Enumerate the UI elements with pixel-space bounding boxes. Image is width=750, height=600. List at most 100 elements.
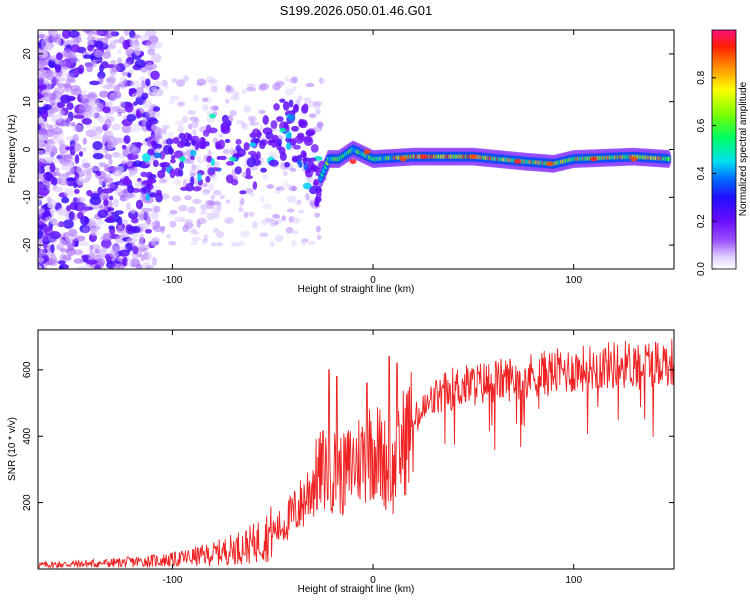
spectrogram-cell — [69, 166, 75, 175]
spectrogram-cell — [38, 196, 42, 203]
spectrogram-cell — [80, 97, 91, 106]
spectrogram-cell — [183, 75, 189, 82]
spectrogram-cell — [122, 39, 130, 50]
spectrogram-cell — [122, 61, 132, 68]
spectrogram-cell — [115, 235, 127, 244]
spectrogram-cell — [108, 225, 115, 230]
spectrogram-cell — [286, 195, 297, 203]
spectrogram-cell — [132, 47, 141, 55]
spectrogram-cell — [279, 127, 287, 133]
spectrogram-cell — [169, 220, 177, 228]
spectrogram-cell — [309, 200, 316, 206]
spectrogram-cell — [141, 92, 149, 100]
spectrogram-cell — [109, 195, 114, 201]
spectrogram-cell — [216, 155, 221, 160]
snr-frame — [37, 329, 675, 570]
spectrogram-cell — [73, 124, 83, 133]
spectrogram-cell — [91, 125, 104, 135]
spectrogram-cell — [76, 266, 87, 269]
spectrogram-cell — [305, 130, 315, 137]
spectrogram-cell — [308, 113, 317, 118]
spectrogram-cell — [66, 72, 76, 83]
spectrogram-cell — [590, 156, 598, 162]
spectrogram-cell — [89, 244, 94, 253]
spectrogram-cell — [189, 172, 196, 177]
spectrogram-cell — [89, 80, 101, 86]
spectrogram-cell — [167, 131, 174, 140]
spectrogram-cell — [178, 161, 185, 170]
spectrogram-cell — [55, 209, 67, 215]
spectrogram-cell — [148, 192, 157, 198]
spectrogram-cell — [174, 216, 181, 222]
spectrogram-cell — [145, 216, 151, 225]
spectrogram-cell — [210, 158, 215, 166]
spectrogram-cell — [115, 187, 123, 196]
spectrogram-cell — [48, 60, 56, 69]
spectrogram-cell — [69, 85, 81, 91]
spectrogram-cell — [140, 191, 145, 202]
spectrogram-cell — [46, 196, 52, 204]
spectrogram-cell — [274, 234, 284, 243]
spectrogram-cell — [56, 38, 62, 46]
spectrogram-cell — [514, 158, 522, 164]
spectrogram-cell — [97, 209, 109, 219]
spectrogram-cell — [190, 239, 199, 246]
spectrogram-cell — [124, 192, 136, 199]
spectrogram-cell — [219, 194, 225, 199]
spectrogram-cell — [114, 210, 124, 215]
spectrogram-cell — [94, 49, 103, 58]
spectrogram-cell — [286, 208, 295, 213]
spectrogram-cell — [81, 147, 88, 152]
spectrogram-cell — [129, 123, 142, 133]
spectrogram-cell — [196, 217, 207, 225]
spectrogram-cell — [81, 118, 93, 125]
spectrogram-cell — [131, 217, 139, 224]
colorbar-tick-label: 0.6 — [696, 118, 707, 132]
spectrogram-cell — [238, 207, 244, 213]
spectrogram-cell — [112, 264, 120, 269]
spectrogram-cell — [89, 166, 101, 171]
spectrogram-cell — [349, 158, 357, 164]
spectrogram-cell — [45, 172, 52, 182]
spectrogram-cell — [44, 123, 51, 128]
spectrogram-cell — [46, 34, 54, 43]
spectrogram-cell — [65, 44, 72, 49]
spectrogram-cell — [219, 155, 227, 161]
spectrogram-cell — [66, 205, 72, 212]
spectrogram-cell — [61, 161, 72, 167]
spectrogram-cell — [184, 221, 194, 229]
spectrogram-cell — [272, 82, 281, 91]
spectrogram-cell — [282, 101, 290, 111]
spectrogram-cell — [113, 84, 120, 93]
spectrogram-cell — [103, 130, 114, 141]
spectrogram-cell — [98, 90, 109, 98]
spectrogram-cell — [73, 69, 79, 77]
spectrogram-cell — [132, 101, 138, 106]
spectrogram-cell — [300, 239, 307, 246]
spectrogram-cell — [224, 217, 234, 224]
spectrogram-cell — [224, 138, 231, 144]
spectrogram-cell — [38, 225, 44, 231]
spectrogram-cell — [121, 178, 130, 185]
spectrogram-cell — [81, 226, 89, 234]
spectrogram-x-ticks: -100 0 100 — [162, 30, 582, 286]
spectrogram-cell — [127, 184, 135, 194]
spectrogram-cell — [259, 124, 264, 131]
spectrogram-cell — [182, 115, 189, 124]
spectrogram-cell — [43, 226, 51, 233]
spectrogram-cell — [269, 240, 275, 248]
spectrogram-cell — [248, 150, 257, 156]
spectrogram-cell — [147, 148, 155, 156]
spectrogram-cell — [86, 35, 96, 43]
spectrogram-cell — [65, 211, 70, 220]
spectrogram-cell — [302, 103, 309, 112]
spectrogram-cell — [184, 219, 194, 224]
spectrogram-cell — [38, 248, 46, 257]
spectrogram-cell — [223, 148, 230, 155]
spectrogram-cell — [189, 110, 197, 116]
spectrogram-cell — [291, 240, 297, 247]
snr-ylabel: SNR (10 * v/v) — [7, 417, 18, 481]
spectrogram-cell — [283, 180, 289, 188]
spectrogram-cell — [80, 216, 90, 226]
spectrogram-cell — [161, 79, 168, 87]
